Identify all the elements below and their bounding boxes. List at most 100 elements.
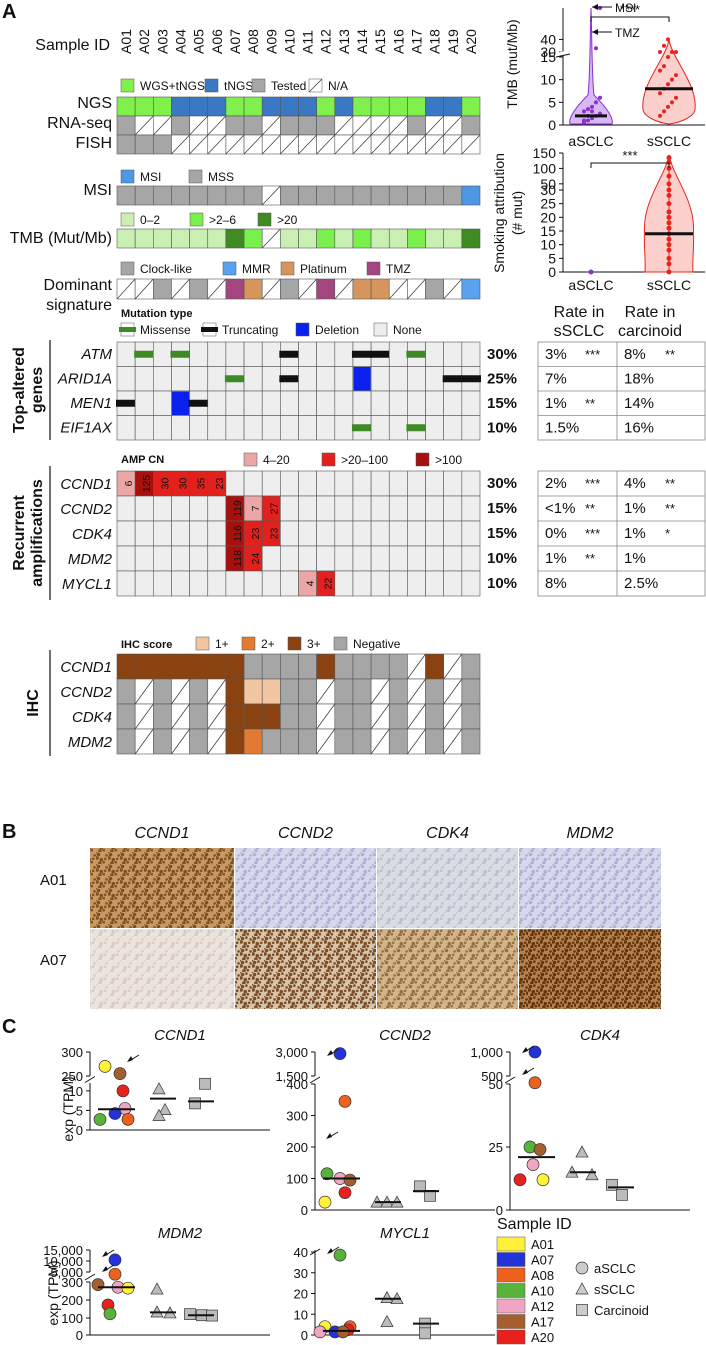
rate-carcinoid-sig: ** xyxy=(665,347,675,362)
heatmap-cell-slash xyxy=(352,115,372,136)
heatmap-cell xyxy=(189,678,209,705)
mutation-cell xyxy=(153,390,172,416)
smoke-xlabel-sclc: sSCLC xyxy=(647,277,691,293)
mutation-mark-truncating xyxy=(460,375,481,383)
legend-mss-swatch xyxy=(188,169,203,184)
amp-cell xyxy=(116,520,136,547)
mutation-mark-truncating xyxy=(188,399,209,407)
group-top-altered-label-2: genes xyxy=(29,367,46,413)
panel-c-tick-label: 300 xyxy=(286,1109,308,1124)
ihc-image-mdm2-a07 xyxy=(519,929,661,1009)
tmb-annotation-msi: MSI xyxy=(615,1,636,15)
sample-id-label: A10 xyxy=(281,29,297,54)
tmb-point-sclc xyxy=(674,73,678,78)
amp-cell xyxy=(189,495,209,522)
legend-sample-swatch xyxy=(496,1298,526,1314)
panel-b-gene-header: MDM2 xyxy=(566,825,613,842)
panel-c-point-a10 xyxy=(93,1113,107,1126)
heatmap-cell-slash xyxy=(443,115,463,136)
heatmap-cell xyxy=(461,703,481,730)
mutation-cell xyxy=(425,390,444,416)
amp-cell xyxy=(207,570,227,597)
panel-c-point-a01 xyxy=(536,1173,550,1187)
legend-clock-swatch xyxy=(120,261,135,276)
tmb-xlabel-sclc: sSCLC xyxy=(647,133,691,149)
amp-cell xyxy=(298,495,317,522)
mutation-cell xyxy=(207,415,227,441)
amp-cell xyxy=(425,495,444,522)
percent-altered: 15% xyxy=(487,525,517,542)
heatmap-cell xyxy=(261,728,281,755)
panel-c-tick-label: 100 xyxy=(61,1311,83,1326)
heatmap-cell-slash xyxy=(207,134,227,155)
heatmap-cell xyxy=(261,653,281,680)
heatmap-cell xyxy=(461,678,481,705)
heatmap-cell xyxy=(388,728,408,755)
amp-cell xyxy=(352,570,372,597)
heatmap-cell-slash xyxy=(316,703,336,730)
mutation-cell xyxy=(261,341,281,367)
heatmap-cell-slash xyxy=(461,134,481,155)
heatmap-cell xyxy=(116,134,136,155)
panel-c-tick-label: 5 xyxy=(76,1103,83,1118)
heatmap-cell-slash xyxy=(261,278,281,300)
mutation-mark-truncating xyxy=(116,399,137,407)
amp-cell xyxy=(171,520,190,547)
panel-c-tick-label: 10 xyxy=(294,1307,308,1322)
tmb-arrow-msi-head xyxy=(592,4,598,10)
heatmap-cell xyxy=(225,728,245,755)
panel-c-point-a08 xyxy=(121,1113,135,1126)
heatmap-cell xyxy=(207,228,227,249)
heatmap-cell xyxy=(352,728,372,755)
heatmap-cell-slash xyxy=(207,678,227,705)
legend-shape-asclc: aSCLC xyxy=(594,1261,636,1276)
heatmap-cell xyxy=(461,185,481,206)
amp-cell xyxy=(189,520,209,547)
heatmap-cell-slash xyxy=(443,703,463,730)
smoke-sig-bracket xyxy=(590,162,670,168)
legend-platinum-label: Platinum xyxy=(300,262,347,276)
heatmap-cell xyxy=(153,278,172,300)
legend-wgs-label: WGS+tNGS xyxy=(140,79,205,93)
panel-c-point-carcinoid xyxy=(184,1308,196,1321)
heatmap-cell xyxy=(316,185,336,206)
heatmap-cell xyxy=(243,278,263,300)
heatmap-cell xyxy=(461,653,481,680)
tmb-arrow-tmz-head xyxy=(592,29,598,35)
heatmap-cell xyxy=(116,228,136,249)
panel-b-gene-header: CCND2 xyxy=(278,825,333,842)
heatmap-cell-slash xyxy=(443,278,463,300)
mutation-cell xyxy=(280,390,299,416)
mutation-mark-missense xyxy=(224,375,246,383)
smoke-plot-tick-label: 100 xyxy=(533,160,557,176)
heatmap-cell xyxy=(243,703,263,730)
heatmap-cell xyxy=(243,185,263,206)
heatmap-cell-slash xyxy=(298,134,317,155)
heatmap-cell xyxy=(225,653,245,680)
heatmap-cell xyxy=(425,278,444,300)
ihc-image-mdm2-a01 xyxy=(519,848,661,928)
heatmap-cell xyxy=(388,653,408,680)
heatmap-cell xyxy=(316,278,336,300)
amp-cell xyxy=(370,545,390,572)
panel-c-point-sclc xyxy=(380,1290,394,1303)
heatmap-cell xyxy=(189,278,209,300)
panel-c-point-a17 xyxy=(336,1325,350,1339)
mutation-cell xyxy=(316,415,336,441)
rate-header-sclc-2: sSCLC xyxy=(554,323,605,340)
amp-cell xyxy=(407,470,426,497)
panel-c-arrow-head xyxy=(102,1251,108,1257)
heatmap-cell-slash xyxy=(280,134,299,155)
sample-id-label: A14 xyxy=(354,29,370,54)
heatmap-cell xyxy=(388,703,408,730)
legend-ihc3-swatch xyxy=(287,636,302,651)
panel-letter-c: C xyxy=(2,1016,16,1038)
heatmap-cell-slash xyxy=(425,134,444,155)
mutation-mark-deletion xyxy=(353,367,371,391)
heatmap-cell xyxy=(425,728,444,755)
heatmap-cell-slash xyxy=(407,653,426,680)
mutation-cell xyxy=(171,415,190,441)
legend-amp-low-swatch xyxy=(243,452,258,467)
mutation-cell xyxy=(261,366,281,392)
heatmap-cell-slash xyxy=(316,728,336,755)
